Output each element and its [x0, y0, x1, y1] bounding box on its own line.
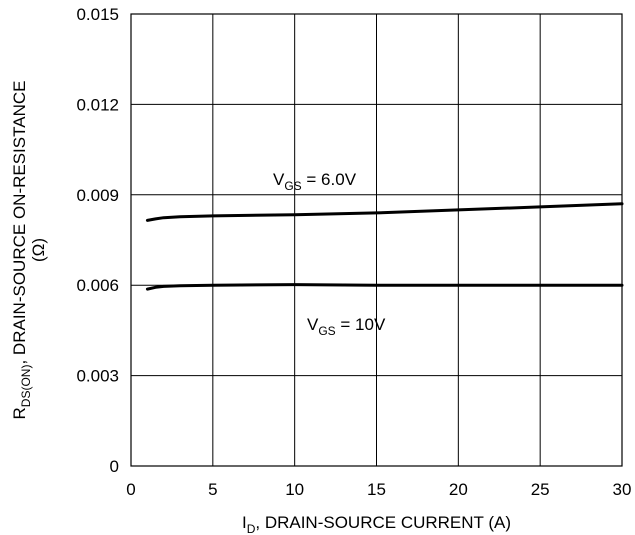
y-tick-label: 0.009: [76, 186, 119, 205]
y-tick-label: 0: [110, 457, 119, 476]
tick-labels: 0 5 10 15 20 25 30 0 0.003 0.006 0.009 0.012 0.015: [76, 5, 631, 499]
y-tick-label: 0.015: [76, 5, 119, 24]
x-tick-label: 30: [613, 480, 632, 499]
series-line-0: [145, 202, 624, 222]
series-label-vgs-6v: VGS = 6.0V: [273, 170, 357, 193]
x-tick-label: 25: [531, 480, 550, 499]
y-tick-label: 0.012: [76, 95, 119, 114]
x-tick-label: 10: [285, 480, 304, 499]
x-tick-label: 15: [367, 480, 386, 499]
x-tick-label: 0: [126, 480, 135, 499]
series-layer: [145, 202, 624, 291]
plot-frame: [130, 13, 623, 467]
x-tick-label: 5: [208, 480, 217, 499]
y-tick-label: 0.003: [76, 367, 119, 386]
series-label-vgs-10v: VGS = 10V: [307, 315, 386, 338]
y-axis-unit-label: (Ω): [29, 238, 48, 262]
x-tick-label: 20: [449, 480, 468, 499]
x-axis-label: ID, DRAIN-SOURCE CURRENT (A): [242, 513, 511, 535]
y-tick-label: 0.006: [76, 276, 119, 295]
series-line-1: [145, 283, 624, 291]
grid: [131, 14, 622, 466]
y-axis-label: RDS(ON), DRAIN-SOURCE ON-RESISTANCE: [10, 81, 33, 420]
